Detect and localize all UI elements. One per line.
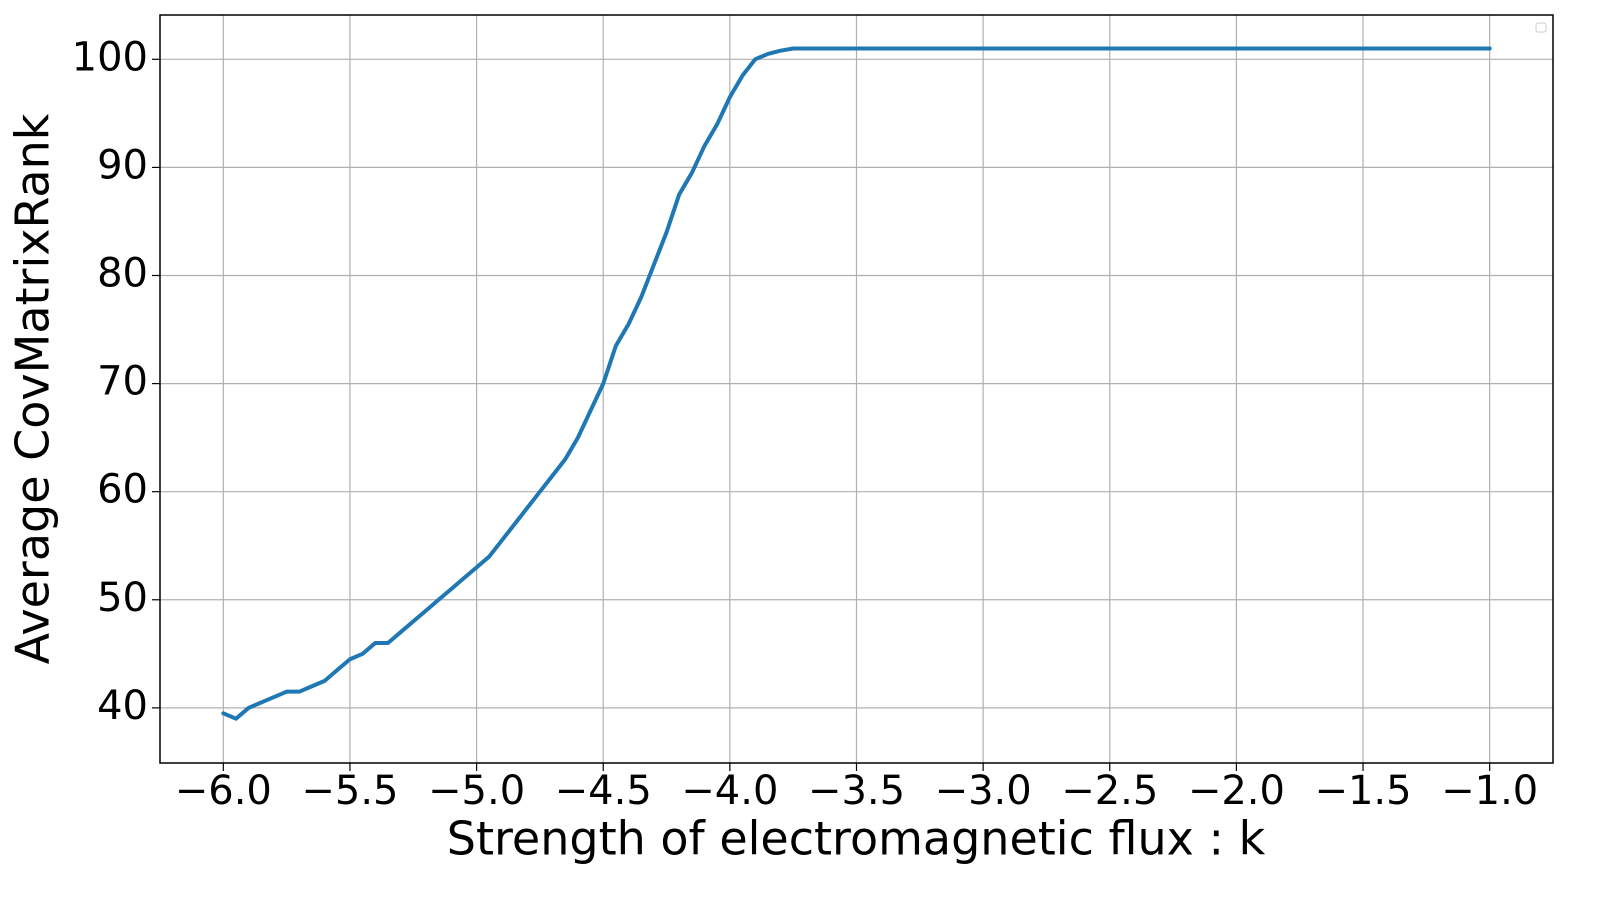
y-axis-label: Average CovMatrixRank — [6, 113, 60, 664]
y-tick-label: 100 — [72, 34, 148, 80]
y-tick-label: 40 — [97, 683, 148, 729]
x-tick-label: −5.0 — [428, 768, 525, 814]
y-tick-label: 80 — [97, 251, 148, 297]
x-tick-label: −4.5 — [555, 768, 652, 814]
x-tick-label: −1.5 — [1314, 768, 1411, 814]
axes-frame — [159, 14, 1554, 764]
x-tick-label: −4.0 — [681, 768, 778, 814]
legend-box — [1535, 22, 1547, 33]
y-tick-label: 90 — [97, 142, 148, 188]
y-tick-label: 70 — [97, 359, 148, 405]
data-line — [221, 46, 1492, 721]
y-tick-label: 50 — [97, 575, 148, 621]
x-axis-label: Strength of electromagnetic flux : k — [447, 812, 1266, 866]
x-tick-label: −2.0 — [1188, 768, 1285, 814]
x-tick-label: −2.5 — [1061, 768, 1158, 814]
y-tick-label: 60 — [97, 467, 148, 513]
x-tick-label: −1.0 — [1441, 768, 1538, 814]
x-tick-label: −3.5 — [808, 768, 905, 814]
x-tick-label: −3.0 — [935, 768, 1032, 814]
x-tick-label: −6.0 — [175, 768, 272, 814]
x-tick-label: −5.5 — [301, 768, 398, 814]
